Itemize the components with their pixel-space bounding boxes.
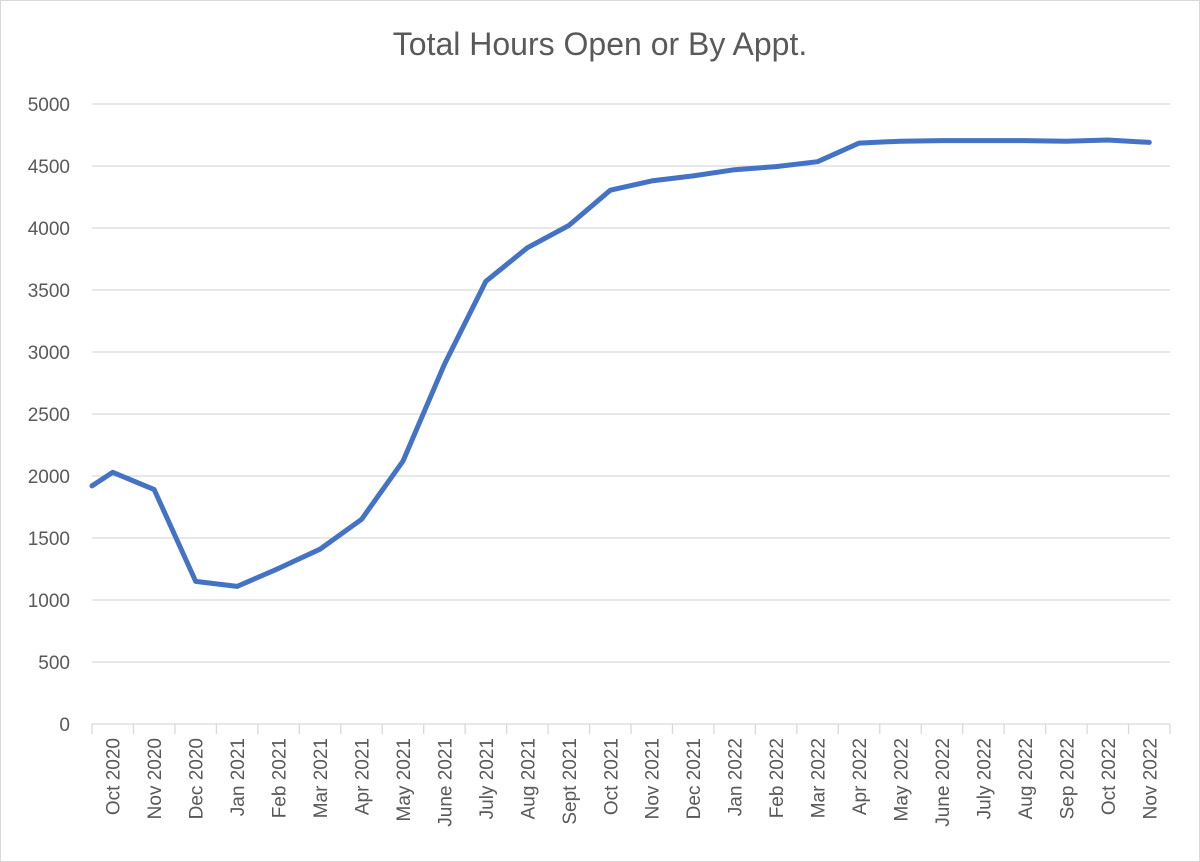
y-tick-label: 0 <box>59 715 70 736</box>
x-tick-label: Aug 2022 <box>1016 738 1037 819</box>
y-tick-label: 3000 <box>28 343 70 364</box>
x-tick-label: Jan 2021 <box>228 738 249 816</box>
y-tick-label: 1000 <box>28 591 70 612</box>
x-tick-label: May 2021 <box>394 738 415 821</box>
x-tick-label: Oct 2020 <box>104 738 125 815</box>
x-tick-label: Jan 2022 <box>726 738 747 816</box>
x-tick-label: July 2022 <box>974 738 995 819</box>
x-tick-label: Aug 2021 <box>518 738 539 819</box>
y-tick-label: 5000 <box>28 95 70 116</box>
x-tick-label: Mar 2021 <box>311 738 332 818</box>
series-line <box>89 137 1152 589</box>
x-tick-label: Dec 2021 <box>684 738 705 819</box>
x-tick-label: Sept 2021 <box>560 738 581 825</box>
chart-title: Total Hours Open or By Appt. <box>392 26 808 62</box>
x-tick-label: June 2022 <box>933 738 954 827</box>
x-tick-label: Nov 2022 <box>1140 738 1161 819</box>
x-tick-label: Apr 2022 <box>850 738 871 815</box>
x-tick-label: Mar 2022 <box>809 738 830 818</box>
x-axis <box>91 723 1171 734</box>
x-tick-label: Nov 2020 <box>145 738 166 819</box>
x-tick-label: May 2022 <box>892 738 913 821</box>
gridlines <box>92 103 1170 663</box>
series-lines <box>89 137 1152 589</box>
x-axis-tick-labels: Oct 2020 Nov 2020 Dec 2020 Jan 2021 Feb 2021… <box>104 738 1162 827</box>
y-tick-label: 1500 <box>28 529 70 550</box>
x-tick-label: July 2021 <box>477 738 498 819</box>
y-tick-label: 2500 <box>28 405 70 426</box>
x-tick-label: Feb 2021 <box>270 738 291 818</box>
y-tick-label: 2000 <box>28 467 70 488</box>
y-tick-label: 4000 <box>28 219 70 240</box>
y-tick-label: 4500 <box>28 157 70 178</box>
x-tick-label: June 2021 <box>435 738 456 827</box>
x-tick-label: Nov 2021 <box>643 738 664 819</box>
x-tick-label: Oct 2022 <box>1099 738 1120 815</box>
x-tick-label: Oct 2021 <box>601 738 622 815</box>
y-tick-label: 3500 <box>28 281 70 302</box>
x-tick-label: Sep 2022 <box>1057 738 1078 819</box>
x-tick-label: Dec 2020 <box>187 738 208 819</box>
x-tick-label: Feb 2022 <box>767 738 788 818</box>
y-axis-tick-labels: 0 500 1000 1500 2000 2500 3000 3500 4000 4500 5000 <box>28 95 70 736</box>
y-tick-label: 500 <box>38 653 70 674</box>
x-tick-label: Apr 2021 <box>353 738 374 815</box>
